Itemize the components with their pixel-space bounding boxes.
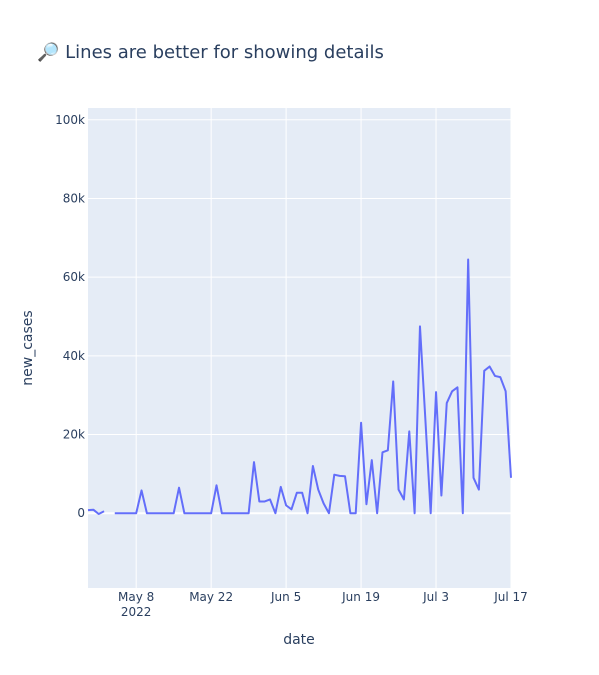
y-tick-label: 20k: [63, 428, 85, 442]
y-axis-title: new_cases: [20, 310, 36, 385]
x-tick-label: Jul 3: [422, 590, 449, 604]
y-axis-ticks: 0 20k 40k 60k 80k 100k: [55, 113, 85, 520]
series-line-segment-1: [114, 258, 512, 515]
x-tick-label: Jun 19: [341, 590, 380, 604]
y-tick-label: 40k: [63, 349, 85, 363]
plot-area: [88, 108, 511, 588]
y-gridlines: [88, 119, 511, 515]
chart-title: 🔎 Lines are better for showing details: [37, 40, 384, 63]
x-tick-label: May 22: [189, 590, 233, 604]
x-tick-label: May 8: [118, 590, 154, 604]
y-tick-label: 0: [77, 506, 85, 520]
y-tick-label: 80k: [63, 191, 85, 205]
x-tick-sublabel: 2022: [121, 605, 152, 619]
x-gridlines: [135, 108, 512, 588]
x-tick-label: Jun 5: [270, 590, 301, 604]
y-tick-label: 100k: [55, 113, 85, 127]
x-tick-label: Jul 17: [493, 590, 528, 604]
series-line-segment-0: [87, 508, 105, 516]
y-tick-label: 60k: [63, 270, 85, 284]
series-lines: [87, 258, 512, 516]
x-axis-title: date: [283, 632, 315, 648]
